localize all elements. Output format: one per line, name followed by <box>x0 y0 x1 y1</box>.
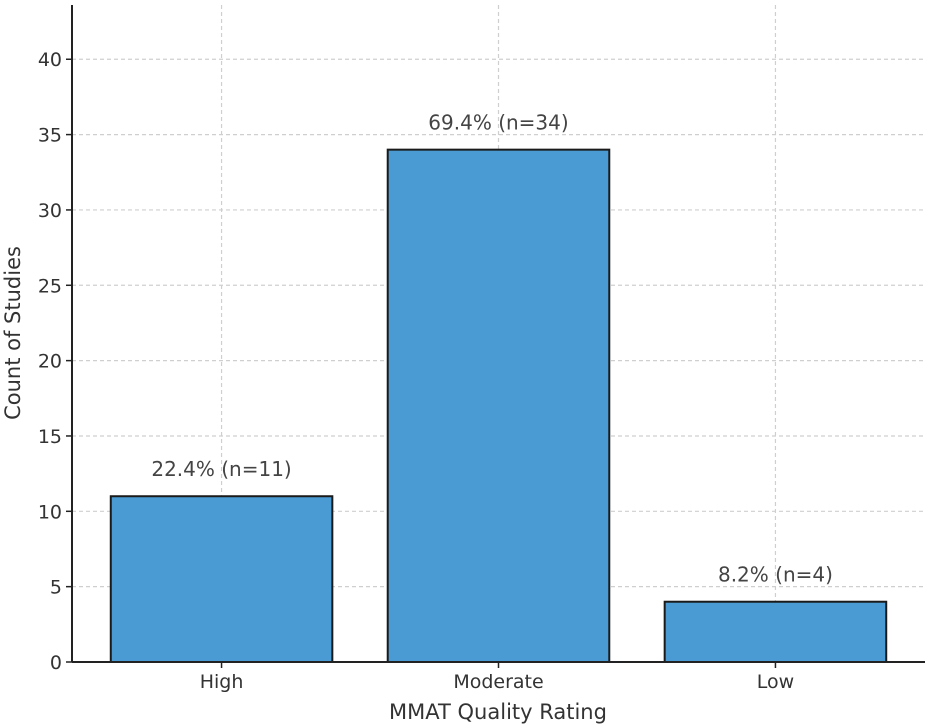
y-tick-label: 30 <box>38 200 62 222</box>
y-tick-label: 25 <box>38 275 62 297</box>
y-tick-label: 15 <box>38 426 62 448</box>
bar-high <box>109 495 334 664</box>
data-label: 8.2% (n=4) <box>718 563 833 587</box>
y-tick-label: 20 <box>38 351 62 373</box>
x-tick-label: Moderate <box>453 671 543 693</box>
y-axis-label: Count of Studies <box>1 246 25 420</box>
y-tick-label: 10 <box>38 501 62 523</box>
x-tick-label: High <box>200 671 244 693</box>
labels: 22.4% (n=11) 69.4% (n=34) 8.2% (n=4) <box>151 111 833 587</box>
axes: 0 5 10 15 20 25 30 35 40 High Moderate Low <box>38 5 925 693</box>
data-label: 22.4% (n=11) <box>151 457 291 481</box>
bar-moderate <box>386 148 611 664</box>
y-tick-label: 35 <box>38 125 62 147</box>
y-tick-label: 40 <box>38 49 62 71</box>
y-tick-label: 0 <box>50 652 62 674</box>
y-tick-label: 5 <box>50 577 62 599</box>
bar-low <box>663 600 888 664</box>
x-axis-label: MMAT Quality Rating <box>389 700 607 724</box>
x-tick-label: Low <box>757 671 794 693</box>
bars <box>109 148 888 664</box>
data-label: 69.4% (n=34) <box>428 111 568 135</box>
